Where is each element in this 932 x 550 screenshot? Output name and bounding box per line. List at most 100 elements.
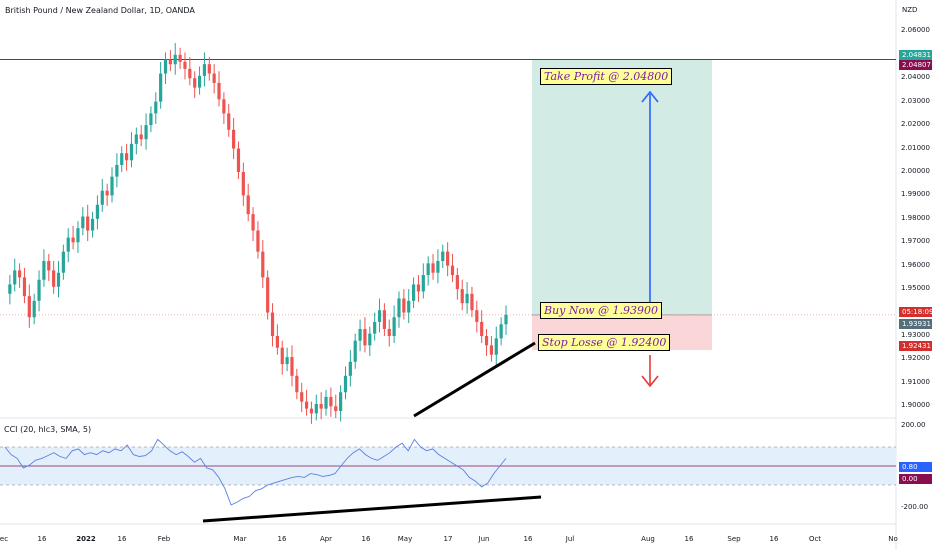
candle-body (134, 134, 138, 144)
candle-body (86, 216, 90, 231)
candle-body (168, 59, 172, 65)
candle-body (426, 263, 430, 276)
candle-body (193, 78, 197, 88)
price-axis-label: 1.92000 (901, 354, 930, 363)
candle-body (363, 328, 367, 346)
down-arrow-head (641, 375, 659, 388)
time-axis-label: Sep (727, 535, 741, 543)
candle-body (494, 338, 498, 355)
currency-label: NZD (902, 6, 918, 14)
price-axis-label: 2.00000 (901, 166, 930, 175)
candle-body (329, 396, 333, 407)
candle-body (183, 61, 187, 69)
cci-line (4, 438, 507, 506)
time-axis-label: 16 (769, 535, 779, 543)
symbol-title[interactable]: British Pound / New Zealand Dollar, 1D, … (5, 6, 195, 15)
price-axis-label: 1.90000 (901, 401, 930, 410)
cci-indicator-title[interactable]: CCI (20, hlc3, SMA, 5) (4, 425, 92, 434)
time-axis-label: Jun (478, 535, 490, 543)
stop-loss-label: Stop Losse @ 1.92400 (538, 334, 671, 351)
price-tag: 2.04831 (899, 50, 932, 60)
candle-body (47, 261, 51, 271)
candle-body (397, 298, 401, 318)
cci-value-tag: 0.80 (899, 462, 932, 472)
price-axis-label: 1.93000 (901, 330, 930, 339)
candle-body (266, 277, 270, 313)
take-profit-label: Take Profit @ 2.04800 (540, 68, 673, 85)
candle-body (212, 73, 216, 83)
candle-body (441, 251, 445, 262)
price-axis-label: 1.98000 (901, 213, 930, 222)
cci-level-label: -200.00 (901, 503, 929, 511)
candle-body (436, 261, 440, 273)
candle-body (61, 251, 65, 273)
candle-body (411, 284, 416, 301)
candle-body (56, 272, 61, 287)
candle-body (149, 113, 153, 126)
candle-body (32, 300, 36, 318)
price-axis-label: 2.03000 (901, 96, 930, 105)
candle-body (275, 335, 279, 348)
candle-body (110, 176, 114, 196)
candle-body (202, 64, 207, 76)
candle-body (446, 251, 450, 266)
candle-body (450, 265, 455, 276)
candle-body (489, 345, 494, 355)
candle-body (339, 392, 343, 411)
price-axis-label: 1.95000 (901, 284, 930, 293)
candle-body (392, 317, 396, 336)
trend-line-price (413, 341, 536, 418)
time-axis-label: 16 (117, 535, 127, 543)
candle-body (52, 270, 56, 287)
candle-body (309, 408, 314, 414)
candle-body (241, 171, 245, 196)
candle-body (382, 310, 386, 329)
time-axis-label: 16 (277, 535, 287, 543)
time-axis-label: 2022 (76, 535, 96, 543)
candle-body (120, 153, 124, 165)
candle-body (465, 293, 469, 304)
candle-body (484, 335, 489, 346)
candle-body (217, 82, 221, 100)
price-axis-label: 2.04000 (901, 73, 930, 82)
candle-body (377, 310, 382, 322)
time-axis-label: 16 (37, 535, 47, 543)
time-axis-label: Aug (641, 535, 655, 543)
time-axis-label: 16 (523, 535, 533, 543)
time-axis-label: Oct (808, 535, 822, 543)
time-axis-label: 17 (443, 535, 453, 543)
candle-body (154, 101, 158, 114)
candle-body (17, 270, 22, 278)
time-axis-label: 16 (684, 535, 694, 543)
candle-body (348, 361, 352, 376)
time-axis-label: Apr (319, 535, 333, 543)
candle-body (207, 64, 211, 74)
candle-body (290, 357, 294, 376)
candle-body (115, 164, 119, 177)
candle-body (66, 237, 70, 252)
candle-body (387, 328, 391, 336)
candle-body (421, 275, 425, 292)
candle-body (236, 148, 241, 172)
candle-body (8, 284, 12, 294)
price-axis-label: 2.02000 (901, 120, 930, 129)
candle-body (416, 284, 421, 292)
price-tag: 1.93931 (899, 319, 932, 329)
candle-body (144, 125, 148, 140)
time-axis-label: Feb (157, 535, 171, 543)
candle-body (431, 263, 435, 273)
candle-body (499, 324, 503, 339)
profit-zone (532, 59, 712, 315)
candle-body (373, 321, 377, 334)
up-arrow-head (641, 90, 659, 103)
candle-body (368, 333, 372, 346)
candle-body (460, 289, 464, 304)
candle-body (22, 277, 27, 297)
candle-body (295, 375, 299, 393)
time-axis-label: May (397, 535, 413, 543)
candle-body (197, 75, 202, 88)
time-axis-label: 16 (361, 535, 371, 543)
candle-body (319, 403, 323, 409)
candle-body (334, 406, 338, 411)
